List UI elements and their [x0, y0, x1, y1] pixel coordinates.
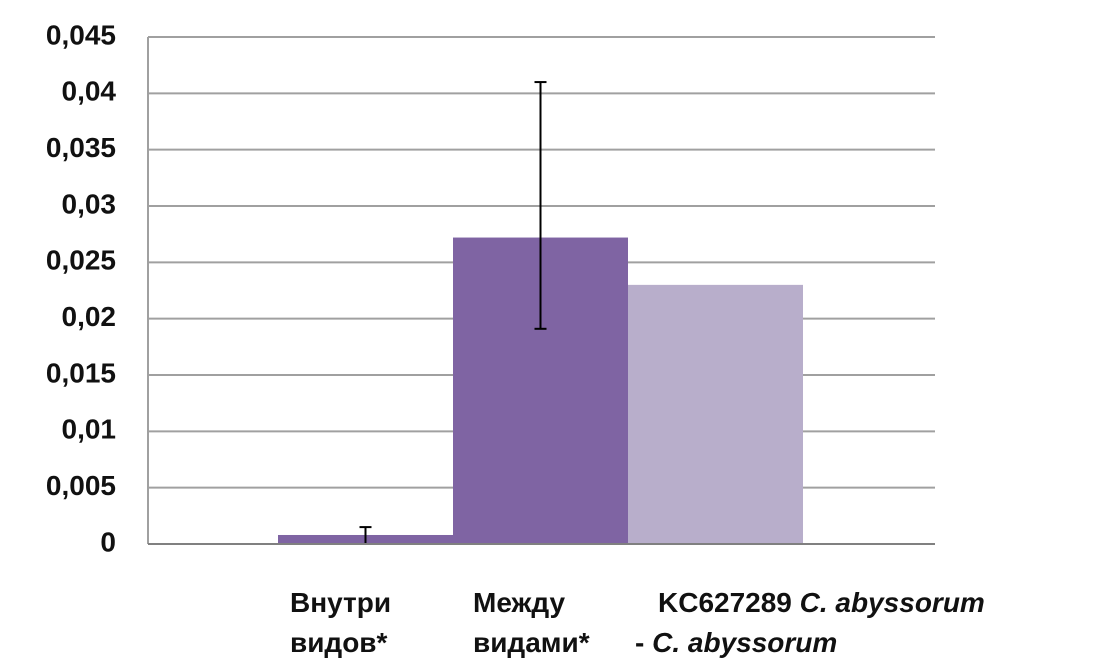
x-tick-label-part: видами*	[473, 627, 590, 658]
x-tick-label-part: C. abyssorum	[800, 587, 985, 618]
x-tick-label: KC627289 C. abyssorum	[658, 587, 985, 618]
x-tick-label-part: Внутри	[290, 587, 391, 618]
y-tick-label: 0	[100, 526, 116, 557]
x-tick-label: Внутри	[290, 587, 391, 618]
y-tick-label: 0,03	[62, 188, 117, 219]
x-tick-label-part: C. abyssorum	[652, 627, 837, 658]
x-tick-label: - C. abyssorum	[635, 627, 837, 658]
y-tick-label: 0,045	[46, 19, 116, 50]
x-tick-label-part: Между	[473, 587, 565, 618]
x-tick-label: Между	[473, 587, 565, 618]
x-tick-label-part: KC627289	[658, 587, 800, 618]
y-tick-label: 0,015	[46, 357, 116, 388]
x-tick-label: видами*	[473, 627, 590, 658]
y-tick-label: 0,01	[62, 414, 117, 445]
x-tick-label-part: -	[635, 627, 652, 658]
y-tick-label: 0,005	[46, 470, 116, 501]
x-tick-label-part: видов*	[290, 627, 388, 658]
y-tick-label: 0,04	[62, 76, 117, 107]
y-tick-label: 0,035	[46, 132, 116, 163]
bar	[628, 284, 803, 544]
y-tick-label: 0,02	[62, 301, 117, 332]
error-bar	[534, 81, 547, 330]
y-tick-label: 0,025	[46, 245, 116, 276]
x-tick-label: видов*	[290, 627, 388, 658]
